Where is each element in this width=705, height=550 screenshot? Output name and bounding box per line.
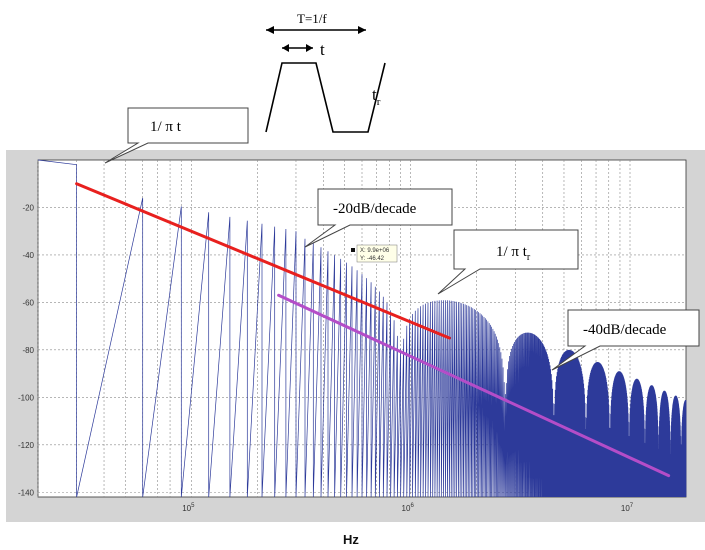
asymptote-20db-line [75, 182, 451, 340]
datatip: X: 9.9e+06 Y: -46.42 [351, 244, 398, 263]
pulse-waveform [265, 62, 386, 133]
spectrum-trace [37, 159, 687, 498]
callout-corner1: 1/ π t [104, 107, 249, 164]
datatip-x: X: 9.9e+06 [360, 248, 390, 254]
asymptote-lines [75, 182, 671, 478]
spectrum-line [37, 159, 687, 498]
width-arrowhead-right [306, 44, 313, 52]
callout-slope1-bubble [304, 188, 453, 248]
callout-slope2-bubble [551, 309, 700, 371]
callout-slope2: -40dB/decade [551, 309, 700, 371]
width-label: t [320, 40, 325, 59]
asymptote-40db-line [277, 293, 671, 478]
y-tick-label: -40 [22, 251, 34, 260]
callout-corner1-bubble [104, 107, 249, 164]
callout-slope1-text: -20dB/decade [333, 201, 417, 217]
y-tick-label: -20 [22, 203, 34, 212]
callout-slope1: -20dB/decade [304, 188, 453, 248]
datatip-y: Y: -46.42 [360, 256, 385, 262]
callout-corner2: 1/ π tr [437, 229, 579, 295]
x-tick-label: 107 [621, 503, 634, 513]
callout-slope2-text: -40dB/decade [583, 322, 667, 338]
callout-corner2-bubble [437, 229, 579, 295]
y-tick-label: -60 [22, 298, 34, 307]
period-arrowhead-left [266, 26, 274, 34]
y-tick-label: -120 [18, 441, 35, 450]
period-label: T=1/f [297, 11, 327, 26]
x-tick-label: 106 [402, 503, 415, 513]
x-tick-label: 105 [182, 503, 195, 513]
width-arrowhead-left [282, 44, 289, 52]
y-tick-label: -140 [18, 488, 35, 497]
datatip-box [356, 244, 398, 263]
rise-label: tr [372, 85, 381, 108]
period-arrowhead-right [358, 26, 366, 34]
x-axis-label: Hz [343, 532, 359, 547]
x-tick-labels: 105 106 107 [182, 503, 634, 513]
datatip-marker [351, 248, 355, 252]
y-tick-label: -80 [22, 346, 34, 355]
pulse-diagram: T=1/f t tr [265, 11, 386, 133]
y-tick-labels: -20 -40 -60 -80 -100 -120 -140 [18, 203, 35, 497]
callout-corner1-text: 1/ π t [150, 119, 182, 135]
callout-corner2-text: 1/ π tr [496, 244, 531, 263]
y-tick-label: -100 [18, 393, 35, 402]
